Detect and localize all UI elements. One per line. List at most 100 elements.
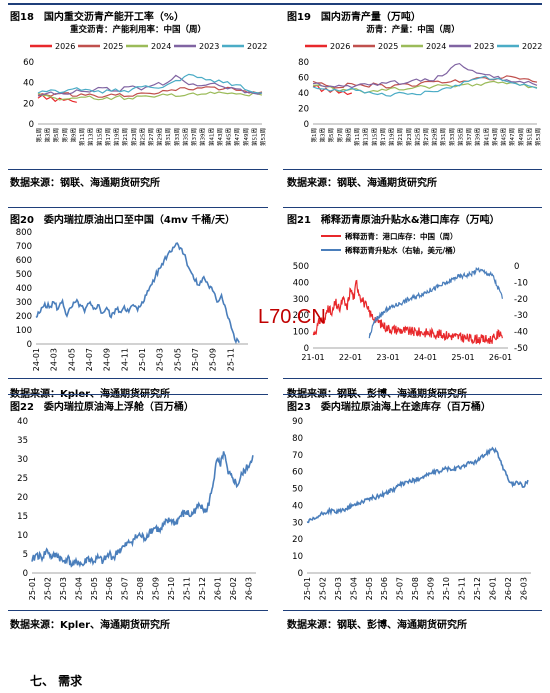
y-tick-label: 200 xyxy=(16,312,32,322)
x-tick-label: 25-04 xyxy=(349,577,358,600)
y-tick-label: 10 xyxy=(17,531,28,541)
legend-label-2023: 2023 xyxy=(474,42,494,51)
legend-label-2022: 2022 xyxy=(247,42,267,51)
y-tick-label: 25 xyxy=(17,474,28,484)
x-tick-label: 26-02 xyxy=(229,577,238,600)
y-tick-label: 0 xyxy=(304,120,309,130)
x-tick-label: 第25周 xyxy=(138,128,146,146)
x-tick-label: 第3周 xyxy=(319,128,327,143)
series-line-2024 xyxy=(312,80,538,94)
y-tick-label: 800 xyxy=(16,228,32,238)
series-line-2026 xyxy=(37,94,77,103)
x-tick-label: 24-03 xyxy=(50,348,59,371)
x-tick-label: 第31周 xyxy=(164,128,172,146)
x-tick-label: 24-01 xyxy=(414,353,437,362)
legend-label-2022: 2022 xyxy=(522,42,542,51)
x-tick-label: 第37周 xyxy=(465,128,473,146)
chart22-title: 图22 委内瑞拉原油海上浮舱（百万桶） xyxy=(10,402,194,413)
chart19: 沥青：产量：中国（周） 2026 2025 2024 2023 2022 0 20 40 60 80… xyxy=(298,24,542,146)
x-tick-label: 25-10 xyxy=(442,577,451,600)
x-tick-label: 26-02 xyxy=(504,577,513,600)
y-tick-label: 80 xyxy=(292,434,303,444)
x-tick-label: 第17周 xyxy=(379,128,387,146)
x-tick-label: 25-01 xyxy=(28,577,37,600)
x-tick-label: 第23周 xyxy=(130,128,138,146)
x-tick-label: 第29周 xyxy=(156,128,164,146)
x-tick-label: 24-11 xyxy=(120,348,129,371)
y-tick-label: 0 xyxy=(27,340,32,350)
x-tick-label: 第53周 xyxy=(534,128,542,146)
y-tick-label-left: 400 xyxy=(293,278,309,288)
inner-title: 沥青：产量：中国（周） xyxy=(366,24,460,35)
x-tick-label: 24-07 xyxy=(85,348,94,371)
series-line-2025 xyxy=(37,86,263,98)
x-tick-label: 第43周 xyxy=(491,128,499,146)
x-tick-label: 25-05 xyxy=(90,577,99,600)
x-tick-label: 第21周 xyxy=(121,128,129,146)
y-tick-label: 0 xyxy=(298,569,303,579)
x-tick-label: 23-01 xyxy=(376,353,399,362)
chart23: 0 10 20 30 40 50 60 70 80 90 25-01 25-02 25-03 25-04 2… xyxy=(292,417,531,600)
y-tick-label-right: -30 xyxy=(514,311,528,321)
x-tick-label: 第39周 xyxy=(474,128,482,146)
y-tick-label-left: 0 xyxy=(304,344,309,354)
y-tick-label-right: -20 xyxy=(514,295,528,305)
x-tick-label: 第49周 xyxy=(242,128,250,146)
y-tick-label: 100 xyxy=(16,326,32,336)
chart20-title: 图20 委内瑞拉原油出口至中国（4mv 千桶/天） xyxy=(10,215,235,226)
y-tick-label: 300 xyxy=(16,298,32,308)
series-line-港口库存 xyxy=(312,279,503,345)
x-tick-label: 25-12 xyxy=(473,577,482,600)
x-tick-label: 21-01 xyxy=(301,353,324,362)
x-tick-label: 第1周 xyxy=(310,128,318,143)
chart18: 重交沥青：产能利用率：中国（周） 2026 2025 2024 2023 2022 0 20 4… xyxy=(23,24,267,146)
x-tick-label: 第43周 xyxy=(216,128,224,146)
legend-label-2025: 2025 xyxy=(378,42,398,51)
x-tick-label: 26-01 xyxy=(489,353,512,362)
x-tick-label: 第47周 xyxy=(233,128,241,146)
chart21-title: 图21 稀释沥青原油升贴水&港口库存（万吨） xyxy=(287,215,500,226)
y-tick-label: 40 xyxy=(298,89,309,99)
y-tick-label: 60 xyxy=(292,468,303,478)
series-line-2024 xyxy=(37,91,263,101)
y-tick-label: 20 xyxy=(292,535,303,545)
x-tick-label: 第33周 xyxy=(448,128,456,146)
x-tick-label: 25-01 xyxy=(138,348,147,371)
legend-label-2023: 2023 xyxy=(199,42,219,51)
y-tick-label: 30 xyxy=(292,518,303,528)
x-tick-label: 25-08 xyxy=(411,577,420,600)
x-tick-label: 第5周 xyxy=(52,128,60,143)
chart19-source: 数据来源：钢联、海通期货研究所 xyxy=(287,178,437,189)
y-tick-label: 40 xyxy=(23,79,34,89)
x-tick-label: 第35周 xyxy=(181,128,189,146)
y-tick-label-right: -10 xyxy=(514,278,528,288)
series-line-2023 xyxy=(37,74,263,97)
x-tick-label: 26-03 xyxy=(519,577,528,600)
legend-label-2026: 2026 xyxy=(330,42,350,51)
x-tick-label: 第9周 xyxy=(344,128,352,143)
x-tick-label: 25-02 xyxy=(318,577,327,600)
y-tick-label: 20 xyxy=(17,493,28,503)
x-tick-label: 25-06 xyxy=(380,577,389,600)
x-tick-label: 第13周 xyxy=(362,128,370,146)
y-tick-label: 600 xyxy=(16,256,32,266)
legend-label-inventory: 稀释沥青：港口库存：中国（周） xyxy=(345,231,458,241)
x-tick-label: 25-05 xyxy=(173,348,182,371)
x-tick-label: 26-01 xyxy=(488,577,497,600)
x-tick-label: 第21周 xyxy=(396,128,404,146)
x-tick-label: 25-05 xyxy=(365,577,374,600)
x-tick-label: 第41周 xyxy=(482,128,490,146)
x-tick-label: 25-11 xyxy=(182,577,191,600)
section-heading: 七、 需求 xyxy=(30,674,83,688)
x-tick-label: 第7周 xyxy=(61,128,69,143)
x-tick-label: 第37周 xyxy=(190,128,198,146)
series-line xyxy=(35,242,240,345)
y-tick-label: 10 xyxy=(292,552,303,562)
x-tick-label: 25-08 xyxy=(136,577,145,600)
x-tick-label: 25-03 xyxy=(156,348,165,371)
x-tick-label: 25-06 xyxy=(105,577,114,600)
legend-label-2026: 2026 xyxy=(55,42,75,51)
series-line-2022 xyxy=(312,75,538,97)
y-tick-label-right: -40 xyxy=(514,328,528,338)
y-tick-label: 0 xyxy=(29,120,34,130)
